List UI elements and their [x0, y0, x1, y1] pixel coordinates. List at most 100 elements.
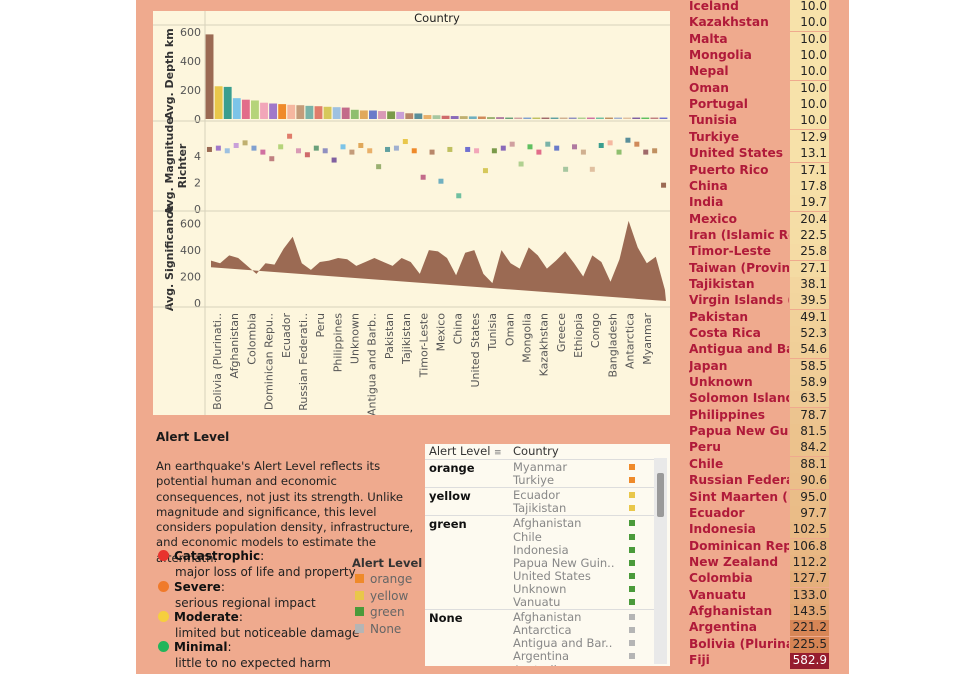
table-row[interactable]: Chile [513, 529, 542, 544]
ranking-country[interactable]: Philippines [689, 407, 765, 422]
table-row[interactable]: Afghanistan [513, 516, 582, 531]
ranking-depth-value: 13.1 [790, 146, 829, 163]
ranking-country[interactable]: Vanuatu [689, 587, 747, 602]
status-dot-icon [158, 611, 169, 622]
table-row[interactable]: Tajikistan [513, 501, 567, 516]
depth-bar [369, 110, 377, 119]
x-tick-label: Kazakhstan [538, 313, 551, 376]
ranking-country[interactable]: Mongolia [689, 48, 752, 63]
ranking-country[interactable]: Taiwan (Provinc.. [689, 260, 789, 275]
table-row[interactable]: Vanuatu [513, 595, 561, 609]
ranking-country[interactable]: Iceland [689, 0, 739, 13]
ranking-country[interactable]: New Zealand [689, 554, 779, 569]
alert-color-mark [629, 477, 635, 484]
alert-level-description-text: limited but noticeable damage [175, 626, 360, 640]
ranking-country[interactable]: India [689, 195, 724, 210]
depth-bar [287, 104, 296, 119]
ranking-depth-value: 127.7 [790, 571, 829, 588]
ranking-country[interactable]: Colombia [689, 571, 753, 586]
y-axis-label: Avg. Depth km [163, 28, 176, 119]
column-header-alert-level[interactable]: Alert Level ≡ [429, 444, 502, 459]
magnitude-point [358, 142, 364, 148]
magnitude-point [456, 193, 462, 199]
ranking-country[interactable]: China [689, 178, 728, 193]
ranking-country[interactable]: Oman [689, 80, 729, 95]
table-row[interactable]: Indonesia [513, 542, 569, 557]
table-row[interactable]: Papua New Guin.. [513, 555, 615, 570]
depth-bar [323, 106, 332, 119]
ranking-country[interactable]: Tajikistan [689, 276, 755, 291]
ranking-depth-value: 52.3 [790, 326, 829, 342]
ranking-country[interactable]: United States [689, 146, 783, 161]
y-tick-label: 200 [180, 84, 201, 97]
legend-item-none[interactable]: None [355, 622, 401, 636]
table-row[interactable]: Australia [513, 663, 564, 667]
ranking-country[interactable]: Kazakhstan [689, 15, 769, 30]
ranking-country[interactable]: Bolivia (Plurinati.. [689, 636, 789, 651]
depth-bar [423, 115, 432, 119]
sort-icon[interactable]: ≡ [494, 448, 502, 458]
ranking-country[interactable]: Japan [689, 358, 728, 373]
ranking-country[interactable]: Argentina [689, 620, 758, 635]
table-row[interactable]: Myanmar [513, 460, 568, 474]
ranking-country[interactable]: Solomon Islands [689, 391, 789, 406]
legend-item-yellow[interactable]: yellow [355, 589, 408, 603]
ranking-country[interactable]: Puerto Rico [689, 162, 769, 177]
ranking-country[interactable]: Papua New Guin.. [689, 424, 789, 439]
magnitude-point [420, 174, 426, 180]
ranking-country[interactable]: Virgin Islands (B.. [689, 293, 789, 308]
legend-label: green [370, 605, 405, 619]
ranking-country[interactable]: Indonesia [689, 522, 756, 537]
table-row[interactable]: Ecuador [513, 488, 560, 503]
column-header-country[interactable]: Country [513, 444, 559, 458]
ranking-country[interactable]: Unknown [689, 375, 753, 390]
ranking-country[interactable]: Afghanistan [689, 603, 773, 618]
x-tick-label: Oman [503, 313, 516, 346]
scrollbar-thumb[interactable] [657, 473, 664, 517]
table-row[interactable]: Argentina [513, 649, 570, 664]
x-tick-label: United States [469, 313, 482, 388]
table-row[interactable]: Unknown [513, 581, 567, 596]
ranking-country[interactable]: Tunisia [689, 113, 738, 128]
ranking-country[interactable]: Nepal [689, 64, 729, 79]
ranking-country[interactable]: Timor-Leste [689, 244, 772, 259]
ranking-country[interactable]: Dominican Repu.. [689, 538, 789, 553]
table-row[interactable]: United States [513, 568, 591, 583]
magnitude-point [385, 146, 391, 152]
ranking-depth-value: 102.5 [790, 522, 829, 539]
ranking-depth-value: 10.0 [790, 31, 829, 48]
legend-item-orange[interactable]: orange [355, 572, 412, 586]
ranking-depth-value: 38.1 [790, 276, 829, 293]
depth-bar [396, 111, 405, 119]
table-row[interactable]: Antigua and Bar.. [513, 636, 613, 651]
ranking-country[interactable]: Mexico [689, 211, 738, 226]
ranking-depth-value: 10.0 [790, 0, 829, 15]
depth-bar [223, 86, 232, 119]
ranking-country[interactable]: Antigua and Bar.. [689, 342, 789, 357]
table-row[interactable]: Antarctica [513, 623, 572, 638]
table-row[interactable]: Turkiye [513, 473, 555, 488]
ranking-country[interactable]: Russian Federati.. [689, 473, 789, 488]
table-row[interactable]: Afghanistan [513, 610, 582, 625]
ranking-country[interactable]: Costa Rica [689, 326, 761, 340]
ranking-country[interactable]: Peru [689, 440, 721, 455]
legend-label: orange [370, 572, 413, 586]
country-chart[interactable]: Country 0 200 400 600 Avg. Depth km 0 2 4 Avg. Ma… [153, 11, 670, 415]
ranking-country[interactable]: Pakistan [689, 309, 749, 324]
depth-bar [595, 117, 604, 119]
ranking-country[interactable]: Sint Maarten (D.. [689, 489, 789, 504]
ranking-country[interactable]: Fiji [689, 653, 710, 667]
ranking-country[interactable]: Ecuador [689, 505, 745, 520]
magnitude-point [260, 149, 266, 155]
alert-level-colon: : [227, 640, 232, 654]
legend-item-green[interactable]: green [355, 605, 405, 619]
ranking-depth-value: 106.8 [790, 538, 829, 555]
magnitude-point [340, 144, 346, 150]
ranking-country[interactable]: Portugal [689, 97, 748, 112]
ranking-country[interactable]: Malta [689, 31, 728, 46]
ranking-country[interactable]: Iran (Islamic Rep.. [689, 227, 789, 242]
ranking-depth-value: 112.2 [790, 554, 829, 571]
ranking-country[interactable]: Turkiye [689, 129, 740, 144]
ranking-country[interactable]: Chile [689, 456, 724, 471]
alert-level-table[interactable]: Alert Level ≡ Country orange Myanmar Turki… [425, 444, 670, 666]
